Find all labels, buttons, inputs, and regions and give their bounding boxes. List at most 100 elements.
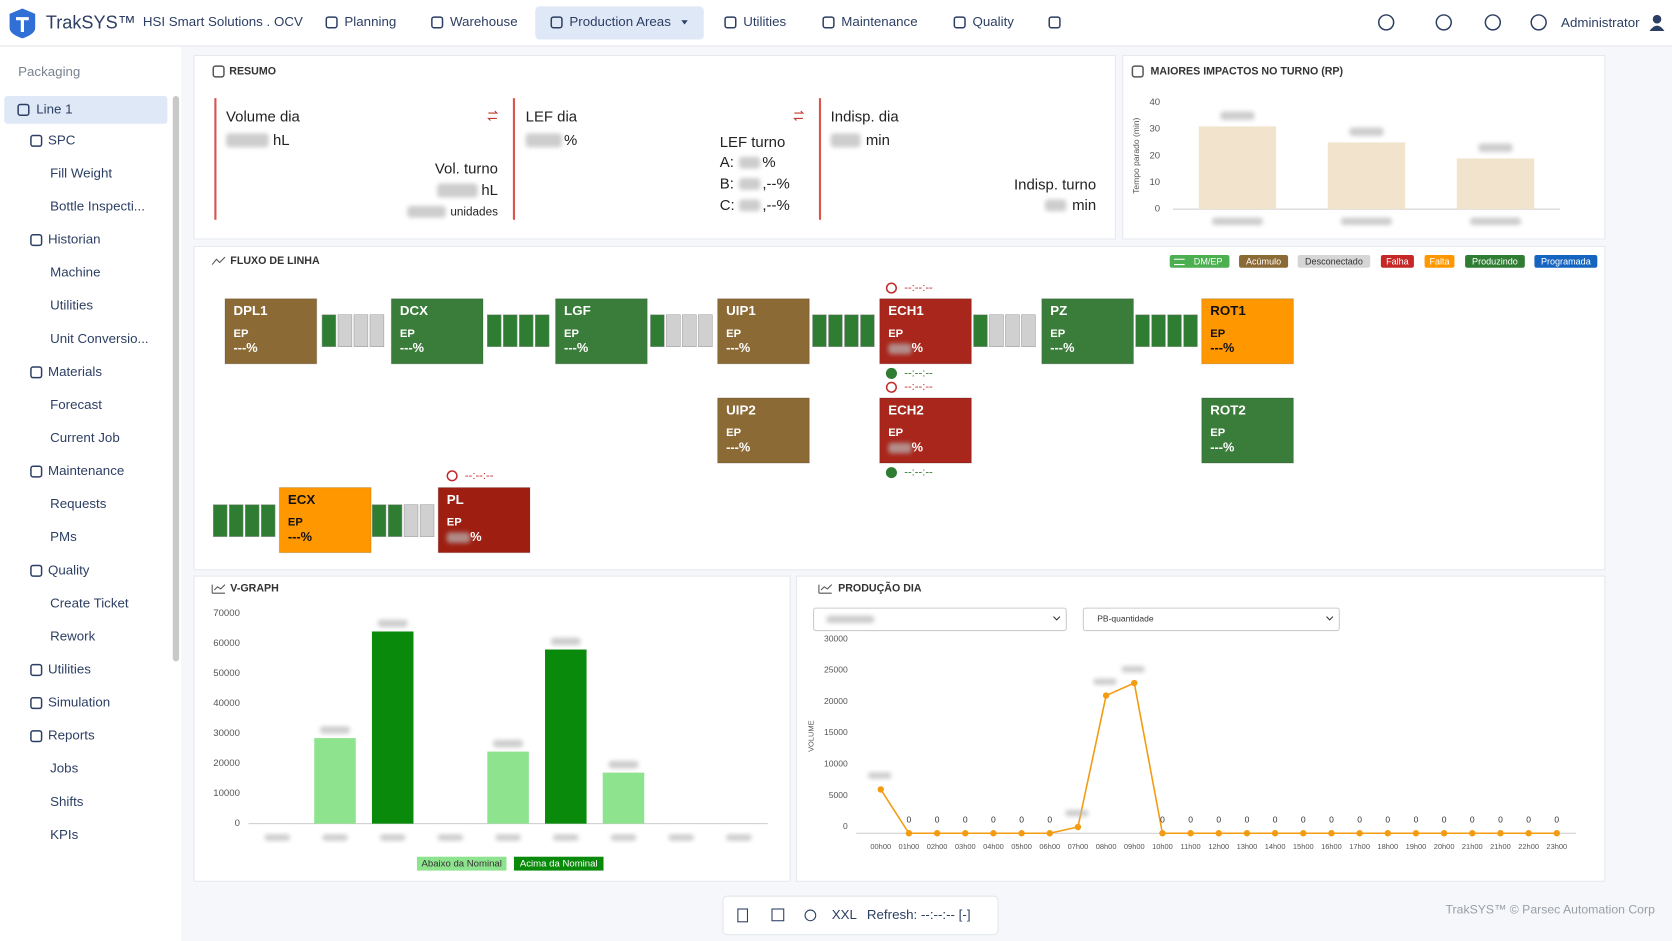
x-tick-label: 21h00 [1462,842,1483,851]
sidebar-selected[interactable]: Line 1 [36,101,72,116]
legend-label: Falta [1429,256,1450,266]
sidebar-item[interactable]: Bottle Inspecti... [50,198,145,213]
sidebar-group[interactable]: Materials [48,364,102,379]
machine-node[interactable] [1201,397,1294,464]
icon [30,465,43,478]
dropdown[interactable] [1082,607,1340,632]
data-label: 0 [1245,815,1250,825]
conveyor-segment [519,314,534,348]
blurred-value [1349,127,1384,137]
x-tick-label: 12h00 [1208,842,1229,851]
sidebar-item[interactable]: PMs [50,529,77,544]
legend-tag[interactable] [1380,254,1414,268]
blurred-value [830,133,861,148]
legend-tag[interactable] [1239,254,1289,268]
sidebar-group[interactable]: Historian [48,232,101,247]
machine-node[interactable] [224,298,318,365]
sidebar-item[interactable]: Forecast [50,397,102,412]
data-label: 0 [1470,815,1475,825]
conveyor-segment [487,314,502,348]
nav-item[interactable]: Utilities [743,14,786,29]
machine-mode: EP [726,427,741,439]
indisp-turno-unit: min [1072,197,1096,214]
machine-node[interactable] [555,298,648,365]
machine-node[interactable] [390,298,484,365]
machine-node[interactable] [717,397,810,464]
sidebar-item[interactable]: Unit Conversio... [50,331,149,346]
blurred-value [738,199,761,212]
refresh-icon[interactable] [804,909,817,922]
legend-tag[interactable] [1297,254,1371,268]
nav-item[interactable]: Maintenance [841,14,917,29]
conveyor-segment [1135,314,1150,348]
sidebar-item[interactable]: Jobs [50,761,78,776]
site-name[interactable]: HSI Smart Solutions . OCV [143,14,303,29]
toolbar-icon[interactable] [1377,14,1395,31]
sidebar-item[interactable]: Shifts [50,794,84,809]
legend-swatch[interactable] [513,856,604,871]
sidebar-item[interactable]: Machine [50,265,100,280]
y-tick-label: 20000 [213,758,240,769]
doc-icon[interactable] [737,908,749,923]
legend-label: Falha [1386,256,1410,266]
point [1300,830,1307,837]
chart-icon [818,584,833,594]
sidebar-group[interactable]: Utilities [48,662,91,677]
nav-item[interactable]: Planning [344,14,396,29]
indisp-label: Indisp. dia [831,108,900,125]
legend-tag[interactable] [1465,254,1525,268]
conveyor-segment [812,314,827,348]
blurred-value [379,834,406,841]
shift-value: ,--% [762,197,789,214]
swap-icon[interactable] [487,110,499,121]
conveyor-segment [828,314,843,348]
sidebar-heading: Packaging [18,64,80,79]
sidebar-group[interactable]: Reports [48,728,95,743]
scrollbar[interactable] [172,96,180,662]
toolbar-icon[interactable] [1435,14,1452,31]
machine-node[interactable] [1201,298,1294,365]
legend-tag[interactable] [1424,254,1455,268]
sidebar-group[interactable]: SPC [48,132,76,147]
volume-label: Volume dia [226,108,301,125]
y-tick-label: 20 [1149,150,1160,161]
point [1187,830,1194,837]
conveyor-segment [337,314,353,348]
machine-label: ECH1 [888,303,924,318]
blurred-value [668,834,694,841]
sidebar-group[interactable]: Quality [48,562,90,577]
blurred-value [552,834,579,841]
machine-label: ECH2 [888,402,924,417]
machine-node[interactable] [717,298,810,365]
nav-item[interactable]: Quality [972,14,1014,29]
vol-turno-unit: hL [481,182,498,199]
sidebar-item[interactable]: Current Job [50,430,120,445]
point [1159,830,1166,837]
sidebar-item[interactable]: Utilities [50,298,93,313]
machine-node[interactable] [1041,298,1135,365]
sidebar-item[interactable]: Requests [50,496,107,511]
toolbar-icon[interactable] [1530,14,1547,31]
sidebar-group[interactable]: Maintenance [48,463,124,478]
sidebar-item[interactable]: Create Ticket [50,595,129,610]
machine-label: PZ [1050,303,1067,318]
blurred-value [1220,111,1255,121]
sidebar-item[interactable]: KPIs [50,827,78,842]
dropdown[interactable] [813,607,1067,632]
nav-item[interactable]: Warehouse [450,14,518,29]
size-label[interactable]: XXL [832,907,857,922]
toolbar-icon[interactable] [1484,14,1502,31]
nav-item[interactable]: Production Areas [569,14,671,29]
x-tick-label: 16h00 [1321,842,1342,851]
sidebar-item[interactable]: Rework [50,628,96,643]
legend-swatch[interactable] [416,856,507,871]
legend-tag[interactable] [1534,254,1598,268]
user-name[interactable]: Administrator [1561,15,1640,30]
edit-icon[interactable] [771,908,785,922]
sidebar-group[interactable]: Simulation [48,695,110,710]
sidebar-item[interactable]: Fill Weight [50,165,112,180]
timer: --:--:-- [904,367,933,379]
machine-node[interactable] [278,487,372,554]
swap-icon[interactable] [793,110,805,121]
blurred-value [826,615,875,624]
